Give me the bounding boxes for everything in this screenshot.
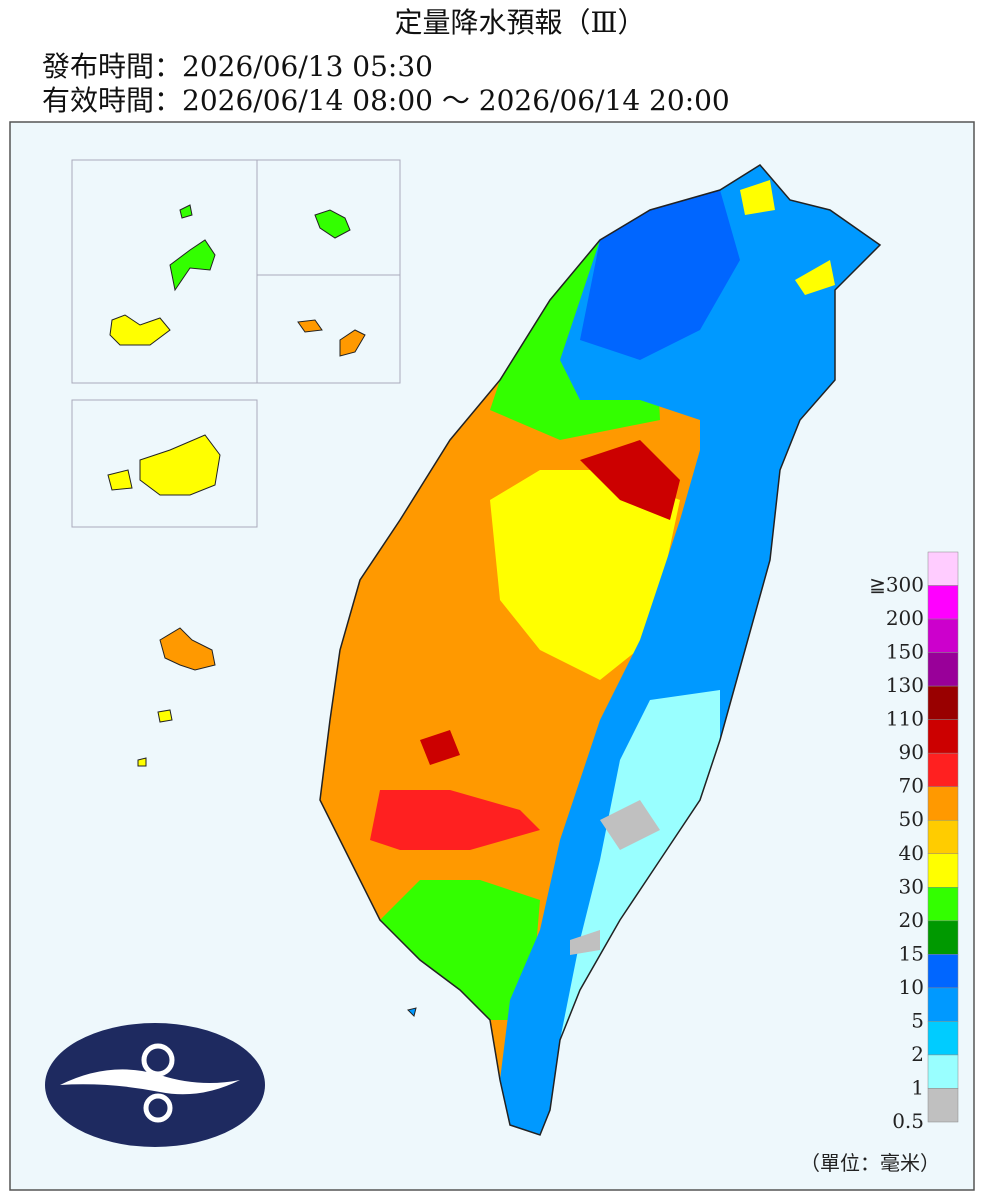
legend-swatch: [927, 1054, 959, 1089]
legend-label: 2: [911, 1042, 924, 1066]
legend-label: 150: [886, 640, 924, 664]
inset-box: [71, 159, 258, 384]
legend-label: 130: [886, 673, 924, 697]
region: [580, 440, 680, 520]
legend: ≧300 200 150 130 110 90 70 50 40 30 20 15 10 5 2 1 0.5: [869, 551, 959, 1133]
taiwan: [319, 164, 882, 1136]
legend-swatch: [927, 786, 959, 821]
legend-label: 15: [899, 941, 924, 965]
legend-swatch: [927, 752, 959, 787]
region: [570, 800, 660, 955]
legend-label: 0.5: [892, 1109, 924, 1133]
island: [107, 434, 221, 496]
logo-swirl: [143, 1093, 173, 1123]
legend-swatch: [927, 853, 959, 888]
legend-swatch: [927, 954, 959, 989]
legend-label: 1: [911, 1075, 924, 1099]
legend-label: 30: [899, 874, 924, 898]
legend-swatch: [927, 585, 959, 620]
legend-swatch: [927, 685, 959, 720]
legend-label: 40: [899, 841, 924, 865]
coastline: [319, 164, 882, 1136]
island: [159, 627, 216, 671]
island: [137, 757, 147, 767]
region: [380, 880, 540, 1020]
legend-swatch: [927, 719, 959, 754]
logo: [45, 1023, 265, 1147]
region: [740, 180, 835, 295]
legend-label: ≧300: [869, 573, 924, 597]
legend-label: 110: [886, 707, 924, 731]
region: [580, 190, 740, 360]
region: [420, 730, 460, 765]
legend-label: 10: [899, 975, 924, 999]
legend-label: 20: [899, 908, 924, 932]
valid-time: 有效時間：2026/06/14 08:00 ～ 2026/06/14 20:00: [42, 84, 730, 117]
island: [297, 319, 323, 333]
legend-label: 5: [911, 1008, 924, 1032]
island: [179, 204, 193, 219]
legend-label: 50: [899, 807, 924, 831]
island: [407, 1007, 417, 1017]
legend-swatch: [927, 920, 959, 955]
unit-label: （單位：毫米）: [800, 1151, 940, 1175]
island: [157, 709, 173, 723]
title: 定量降水預報（Ⅲ）: [394, 6, 645, 39]
legend-swatch: [927, 652, 959, 687]
legend-swatch: [927, 987, 959, 1022]
legend-label: 70: [899, 774, 924, 798]
island: [109, 314, 171, 346]
island: [169, 239, 216, 292]
legend-swatch: [927, 1088, 959, 1123]
legend-swatch: [927, 1021, 959, 1056]
logo-swirl: [141, 1043, 175, 1077]
island: [314, 209, 351, 239]
legend-label: 90: [899, 740, 924, 764]
island: [339, 329, 366, 357]
region: [490, 470, 680, 680]
islands: [107, 204, 417, 1017]
inset-box: [256, 274, 401, 384]
logo-swirl: [60, 1069, 240, 1095]
issue-time: 發布時間：2026/06/13 05:30: [42, 50, 433, 83]
legend-swatch: [927, 551, 959, 586]
legend-swatch: [927, 819, 959, 855]
region: [560, 690, 720, 1040]
legend-swatch: [927, 618, 959, 653]
region: [370, 790, 540, 850]
legend-swatch: [927, 887, 959, 922]
legend-label: 200: [886, 606, 924, 630]
